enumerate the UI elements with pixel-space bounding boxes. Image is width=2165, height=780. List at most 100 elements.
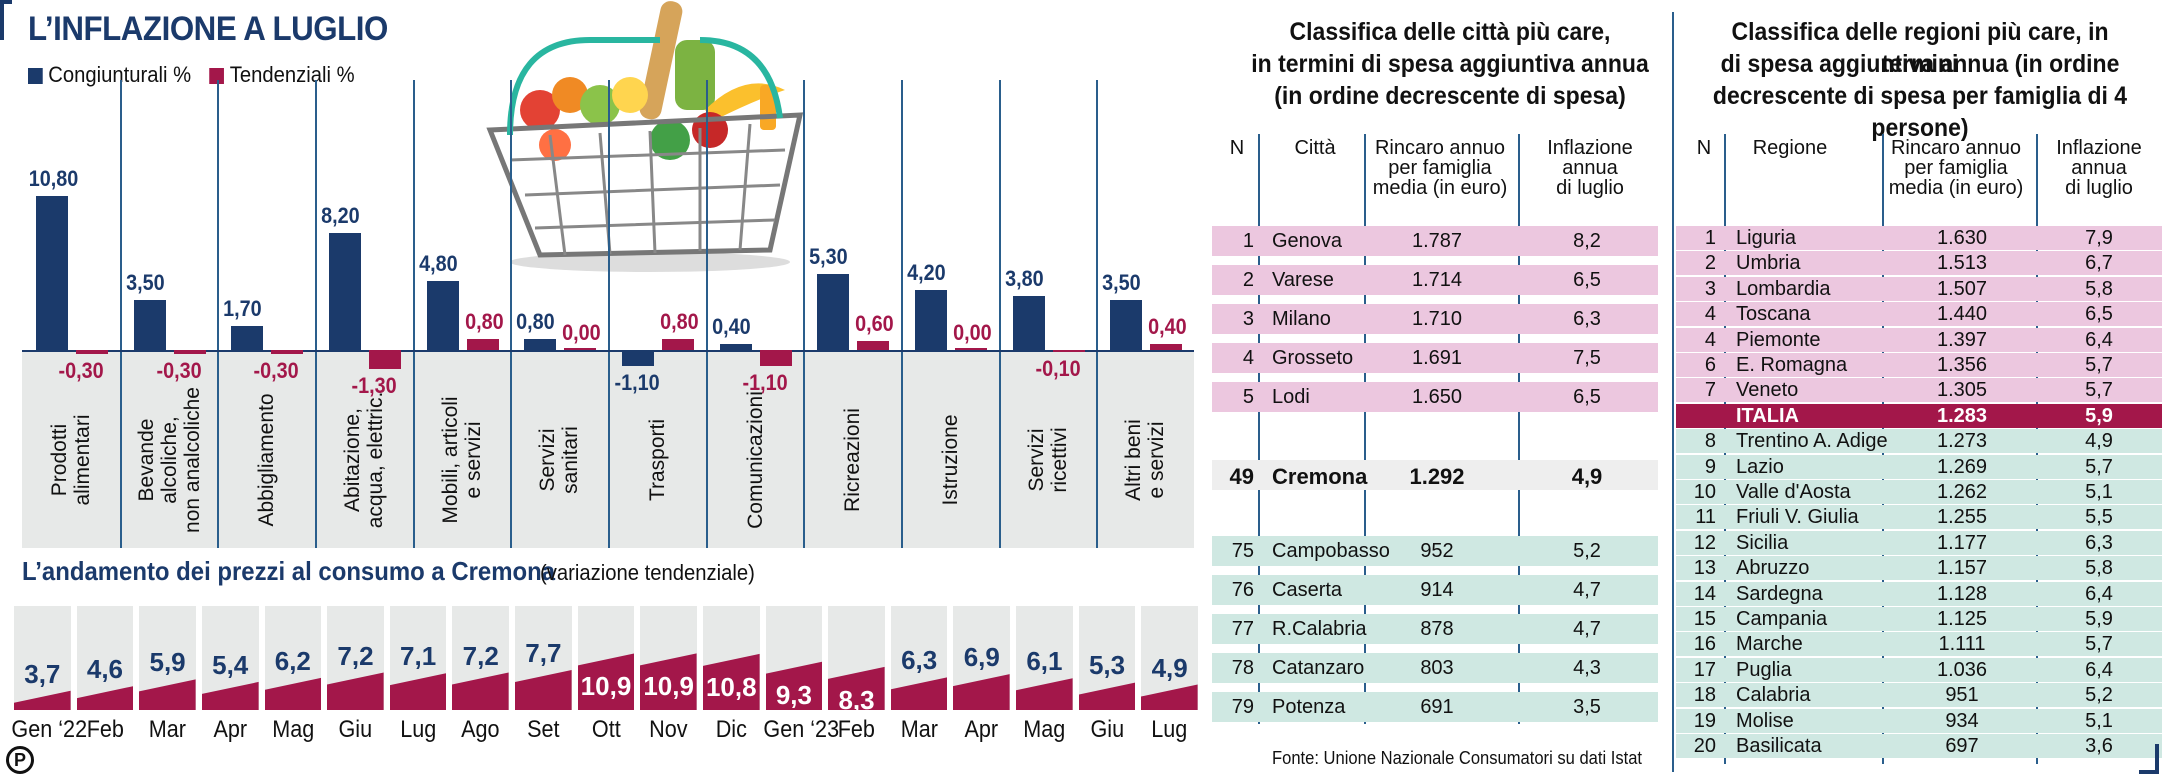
month-area — [702, 653, 760, 710]
table-cell: 12 — [1693, 531, 1716, 554]
table-cell: 6,4 — [2085, 582, 2113, 605]
month-label: Apr — [213, 716, 248, 743]
table-cell: 4,9 — [1571, 464, 1603, 489]
bar-label-congiunturali: 10,80 — [28, 165, 79, 191]
table-cell: 1.125 — [1936, 608, 1988, 630]
month-area — [452, 672, 510, 710]
table-row: 4 Toscana 1.440 6,5 — [1676, 302, 2162, 327]
table-cell: Varese — [1272, 269, 1334, 291]
month-cell: 6,3 — [890, 606, 948, 710]
category-label: Istruzione — [938, 414, 962, 506]
month-cell: 9,3 — [765, 606, 823, 710]
table-divider — [1672, 12, 1674, 772]
table-cell: 878 — [1420, 618, 1454, 640]
month-area — [890, 677, 948, 710]
month-cell: 10,9 — [640, 606, 697, 710]
category-label: Abitazione, acqua, elettric. — [340, 391, 387, 529]
column-separator — [803, 80, 806, 548]
bar-label-tendenziali: 0,60 — [855, 311, 895, 337]
table-cell: 1.710 — [1411, 308, 1463, 330]
table-cell: 1.305 — [1936, 379, 1988, 402]
month-label: Giu — [338, 716, 373, 743]
table-cell: 4 — [1704, 303, 1716, 326]
table-cell: 6,5 — [1573, 269, 1601, 291]
table-cell: 934 — [1945, 709, 1979, 732]
table-row: 78 Catanzaro 803 4,3 — [1212, 653, 1658, 683]
bar-tendenziali — [1150, 344, 1183, 350]
category-label: Abbigliamento — [254, 393, 278, 527]
table-cell: 7,9 — [2085, 227, 2113, 249]
bar-label-congiunturali: 3,50 — [125, 269, 165, 295]
month-value: 5,9 — [149, 647, 186, 678]
table-header: Inflazione annua di luglio — [2056, 137, 2142, 199]
category-label: Servizi ricettivi — [1024, 427, 1071, 493]
table-cell: 6 — [1704, 354, 1716, 376]
table-row: 3 Milano 1.710 6,3 — [1212, 304, 1658, 334]
month-area — [1078, 682, 1136, 710]
month-label: Apr — [964, 716, 999, 743]
table-row: 8 Trentino A. Adige 1.273 4,9 — [1676, 429, 2162, 454]
bar-label-congiunturali: 4,20 — [907, 259, 946, 285]
table-cell: 13 — [1693, 557, 1716, 580]
bar-label-congiunturali: 5,30 — [809, 244, 849, 270]
month-area — [577, 653, 635, 710]
source-note: Fonte: Unione Nazionale Consumatori su d… — [1272, 748, 1643, 768]
table-cell: Calabria — [1736, 684, 1811, 707]
table-row: 6 E. Romagna 1.356 5,7 — [1676, 353, 2162, 377]
table-cell: Grosseto — [1272, 347, 1354, 369]
table-cell: 4,7 — [1573, 618, 1601, 640]
bar-label-congiunturali: -1,10 — [614, 369, 660, 395]
bar-tendenziali — [1052, 350, 1085, 352]
bar-congiunturali — [622, 350, 654, 366]
table-cell: 5,8 — [2085, 557, 2113, 580]
month-area — [515, 669, 572, 710]
table-cell: Trentino A. Adige — [1736, 430, 1888, 453]
table-row: 20 Basilicata 697 3,6 — [1676, 734, 2162, 758]
table-row: 75 Campobasso 952 5,2 — [1212, 536, 1658, 566]
month-cell: 5,3 — [1078, 606, 1136, 710]
month-value: 7,1 — [400, 641, 437, 672]
bar-congiunturali — [1012, 295, 1045, 350]
month-cell: 7,1 — [389, 606, 447, 710]
month-cell: 8,3 — [828, 606, 885, 710]
table-cell: Veneto — [1736, 379, 1799, 402]
bar-label-tendenziali: -0,30 — [253, 358, 299, 384]
month-label: Lug — [1151, 716, 1188, 743]
bar-congiunturali — [36, 195, 68, 350]
table-cell: Molise — [1736, 709, 1794, 732]
month-label: Feb — [837, 716, 876, 743]
month-area — [953, 674, 1011, 710]
table-cell: 5,9 — [2085, 608, 2113, 630]
month-cell: 10,9 — [577, 606, 635, 710]
table-cell: 9 — [1704, 455, 1716, 478]
month-area — [389, 673, 447, 710]
column-separator — [998, 80, 1001, 548]
month-value: 6,9 — [963, 642, 1000, 673]
bar-label-tendenziali: -0,10 — [1035, 356, 1081, 381]
bar-tendenziali — [76, 350, 108, 355]
table-row: 1 Liguria 1.630 7,9 — [1676, 226, 2162, 250]
bar-label-congiunturali: 3,50 — [1102, 269, 1142, 295]
legend-swatch-crimson — [209, 68, 225, 84]
month-cell: 5,4 — [201, 606, 259, 710]
table-cell: Basilicata — [1736, 735, 1822, 757]
bar-label-tendenziali: 0,80 — [660, 308, 699, 334]
month-area — [76, 686, 134, 710]
table-cell: 75 — [1231, 540, 1254, 562]
table-cell: Campania — [1736, 608, 1828, 630]
corner-mark — [0, 0, 12, 40]
table-cell: 1.177 — [1936, 531, 1988, 554]
month-value: 6,3 — [901, 645, 938, 676]
table-cell: Umbria — [1736, 252, 1801, 275]
legend-swatch-navy — [28, 68, 43, 84]
table-cell: 1.787 — [1411, 230, 1463, 252]
month-area — [1016, 678, 1073, 710]
table-cell: 951 — [1945, 684, 1979, 707]
table-cell: 6,5 — [2085, 303, 2113, 326]
table-cell: Abruzzo — [1736, 557, 1810, 580]
table-row: 2 Umbria 1.513 6,7 — [1676, 251, 2162, 276]
table-row: 12 Sicilia 1.177 6,3 — [1676, 530, 2162, 555]
table-title-line: decrescente di spesa per famiglia di 4 p… — [1712, 82, 2128, 142]
category-label: Bevande alcoliche, non analcoliche — [134, 387, 203, 533]
publisher-logo: P — [6, 746, 34, 774]
